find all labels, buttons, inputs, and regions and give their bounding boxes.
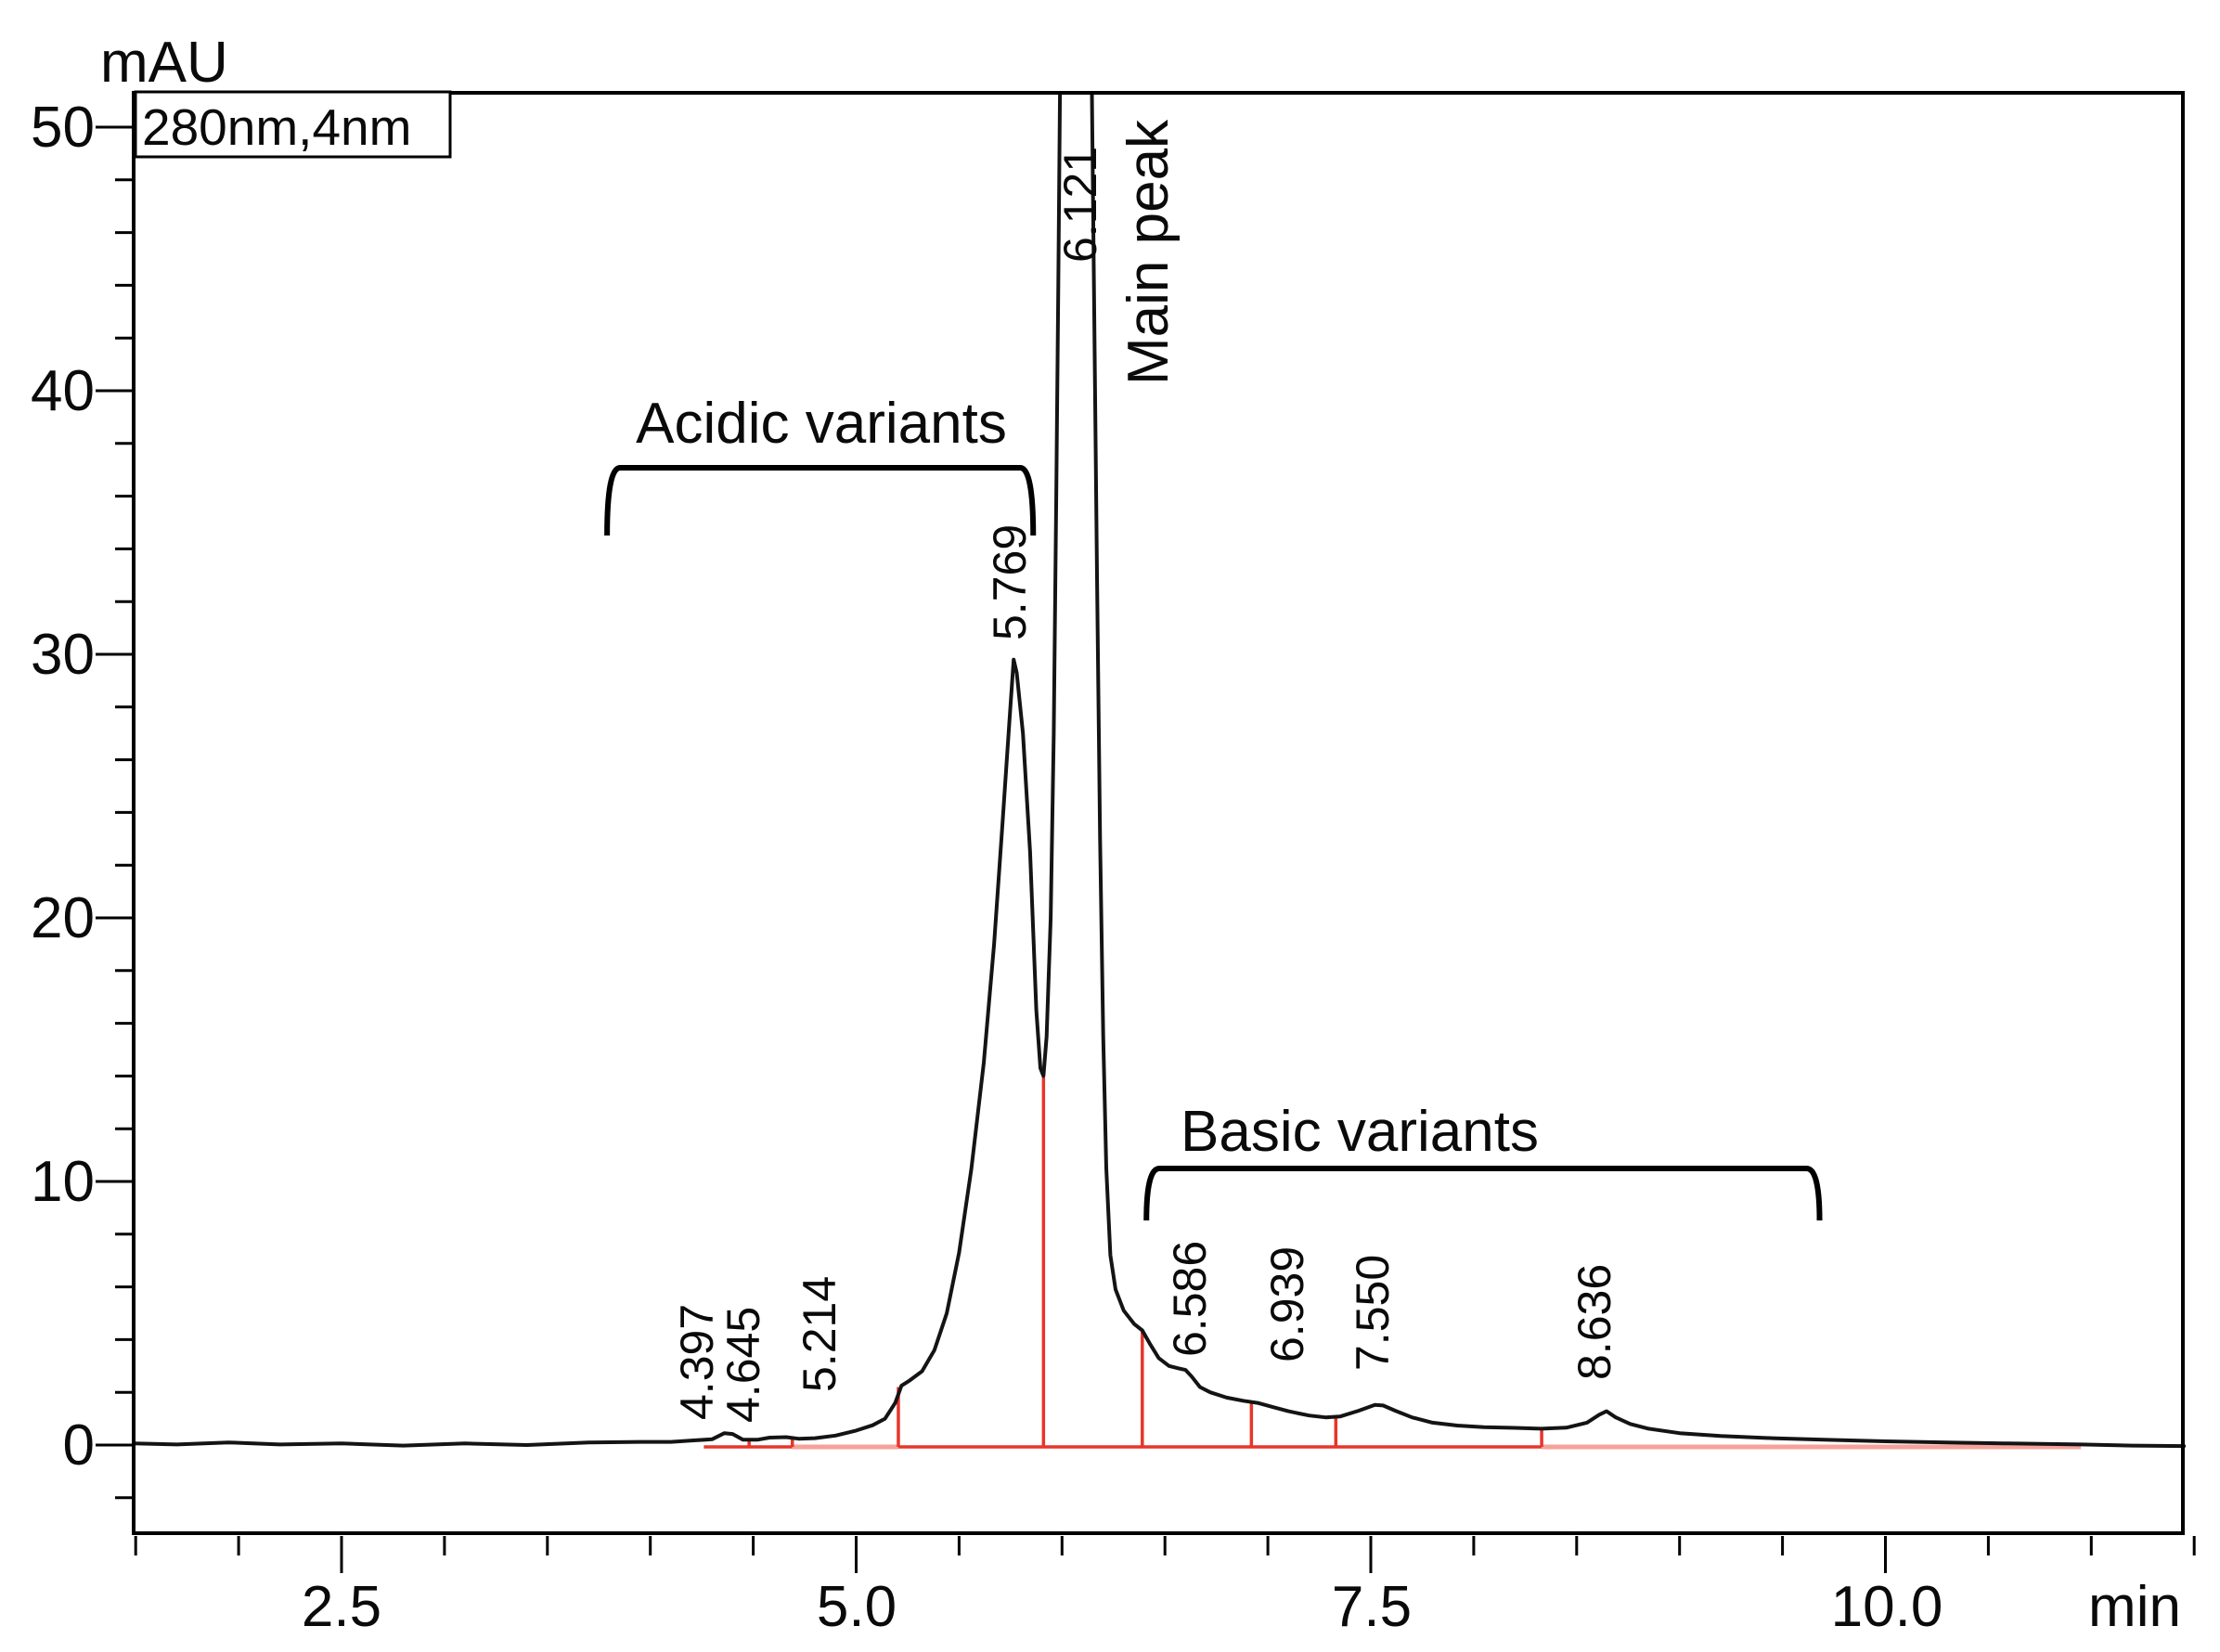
detector-legend-box [134, 90, 452, 159]
peak-retention-labels: 4.397 4.645 5.214 5.769 6.121 6.586 6.93… [671, 147, 1620, 1423]
y-tick-label-40: 40 [31, 359, 95, 423]
detector-legend-text: 280nm,4nm [142, 98, 411, 156]
axis-ticks [96, 125, 2196, 1573]
peak-label-4-645: 4.645 [717, 1307, 769, 1423]
plot-frame [132, 91, 2185, 1535]
peak-label-6-586: 6.586 [1164, 1241, 1216, 1357]
x-tick-label-2-5: 2.5 [302, 1575, 381, 1639]
y-tick-label-10: 10 [31, 1150, 95, 1214]
y-tick-label-50: 50 [31, 96, 95, 160]
main-peak-annotation: Main peak [1116, 119, 1181, 385]
x-axis-unit-label: min [2088, 1575, 2181, 1639]
peak-label-5-214: 5.214 [794, 1276, 845, 1392]
peak-label-7-550: 7.550 [1347, 1255, 1399, 1371]
peak-label-8-636: 8.636 [1568, 1264, 1620, 1380]
y-tick-label-0: 0 [63, 1413, 95, 1478]
basic-variants-label: Basic variants [1181, 1100, 1539, 1164]
acidic-variants-label: Acidic variants [636, 392, 1007, 456]
y-axis-tick-labels: 0 10 20 30 40 50 [31, 96, 95, 1478]
y-tick-label-30: 30 [31, 623, 95, 687]
detector-legend: 280nm,4nm [134, 90, 452, 159]
x-tick-label-5-0: 5.0 [817, 1575, 897, 1639]
peak-label-4-397: 4.397 [671, 1304, 723, 1420]
peak-label-6-939: 6.939 [1261, 1246, 1313, 1362]
peak-label-6-121: 6.121 [1054, 147, 1106, 263]
x-axis-tick-labels: 2.5 5.0 7.5 10.0 min [302, 1575, 2181, 1639]
y-tick-label-20: 20 [31, 886, 95, 950]
x-tick-label-10-0: 10.0 [1831, 1575, 1943, 1639]
x-tick-label-7-5: 7.5 [1332, 1575, 1412, 1639]
peak-label-5-769: 5.769 [984, 524, 1036, 640]
integration-drop-lines [747, 1077, 1543, 1447]
y-axis-unit-label: mAU [100, 31, 228, 95]
chromatogram-trace [132, 91, 2187, 1449]
group-brackets [604, 465, 1823, 1221]
